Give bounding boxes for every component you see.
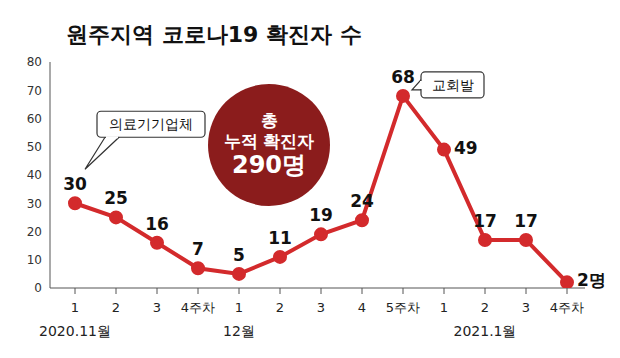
svg-text:17: 17 xyxy=(473,211,497,231)
svg-text:7: 7 xyxy=(192,239,204,259)
svg-text:2020.11월: 2020.11월 xyxy=(39,323,111,339)
svg-text:4: 4 xyxy=(358,300,366,315)
svg-text:17: 17 xyxy=(514,211,538,231)
svg-text:2: 2 xyxy=(481,300,489,315)
svg-text:20: 20 xyxy=(27,225,42,239)
html-text:원주지역 코로나19 확진자 수: 원주지역 코로나19 확진자 수 xyxy=(66,22,362,47)
svg-text:80: 80 xyxy=(27,55,42,69)
svg-text:50: 50 xyxy=(27,140,42,154)
svg-text:0: 0 xyxy=(34,281,42,295)
svg-text:교회발: 교회발 xyxy=(432,77,474,93)
svg-text:5: 5 xyxy=(233,245,245,265)
svg-text:16: 16 xyxy=(145,214,169,234)
svg-text:1: 1 xyxy=(71,300,79,315)
svg-text:3: 3 xyxy=(153,300,161,315)
svg-text:4주차: 4주차 xyxy=(550,300,584,315)
svg-text:3: 3 xyxy=(522,300,530,315)
svg-text:3: 3 xyxy=(317,300,325,315)
svg-text:11: 11 xyxy=(268,228,292,248)
svg-text:60: 60 xyxy=(27,112,42,126)
svg-text:24: 24 xyxy=(350,191,374,211)
svg-text:70: 70 xyxy=(27,84,42,98)
svg-text:19: 19 xyxy=(309,205,333,225)
svg-text:1: 1 xyxy=(440,300,448,315)
svg-text:25: 25 xyxy=(104,188,128,208)
svg-text:30: 30 xyxy=(63,174,87,194)
html-text:290명: 290명 xyxy=(231,151,306,179)
svg-text:2: 2 xyxy=(112,300,120,315)
svg-text:10: 10 xyxy=(27,253,42,267)
svg-text:4주차: 4주차 xyxy=(181,300,215,315)
svg-text:의료기기업체: 의료기기업체 xyxy=(109,116,193,132)
svg-text:68: 68 xyxy=(391,67,415,87)
html-text:총: 총 xyxy=(260,110,278,131)
svg-text:5주차: 5주차 xyxy=(386,300,420,315)
svg-text:2: 2 xyxy=(276,300,284,315)
svg-text:40: 40 xyxy=(27,168,42,182)
svg-text:2명: 2명 xyxy=(577,270,606,290)
html-text:누적 확진자: 누적 확진자 xyxy=(223,130,315,151)
svg-text:2021.1월: 2021.1월 xyxy=(454,323,517,339)
svg-text:12월: 12월 xyxy=(223,323,255,339)
svg-text:30: 30 xyxy=(27,197,42,211)
svg-text:49: 49 xyxy=(454,138,478,158)
svg-text:1: 1 xyxy=(235,300,243,315)
